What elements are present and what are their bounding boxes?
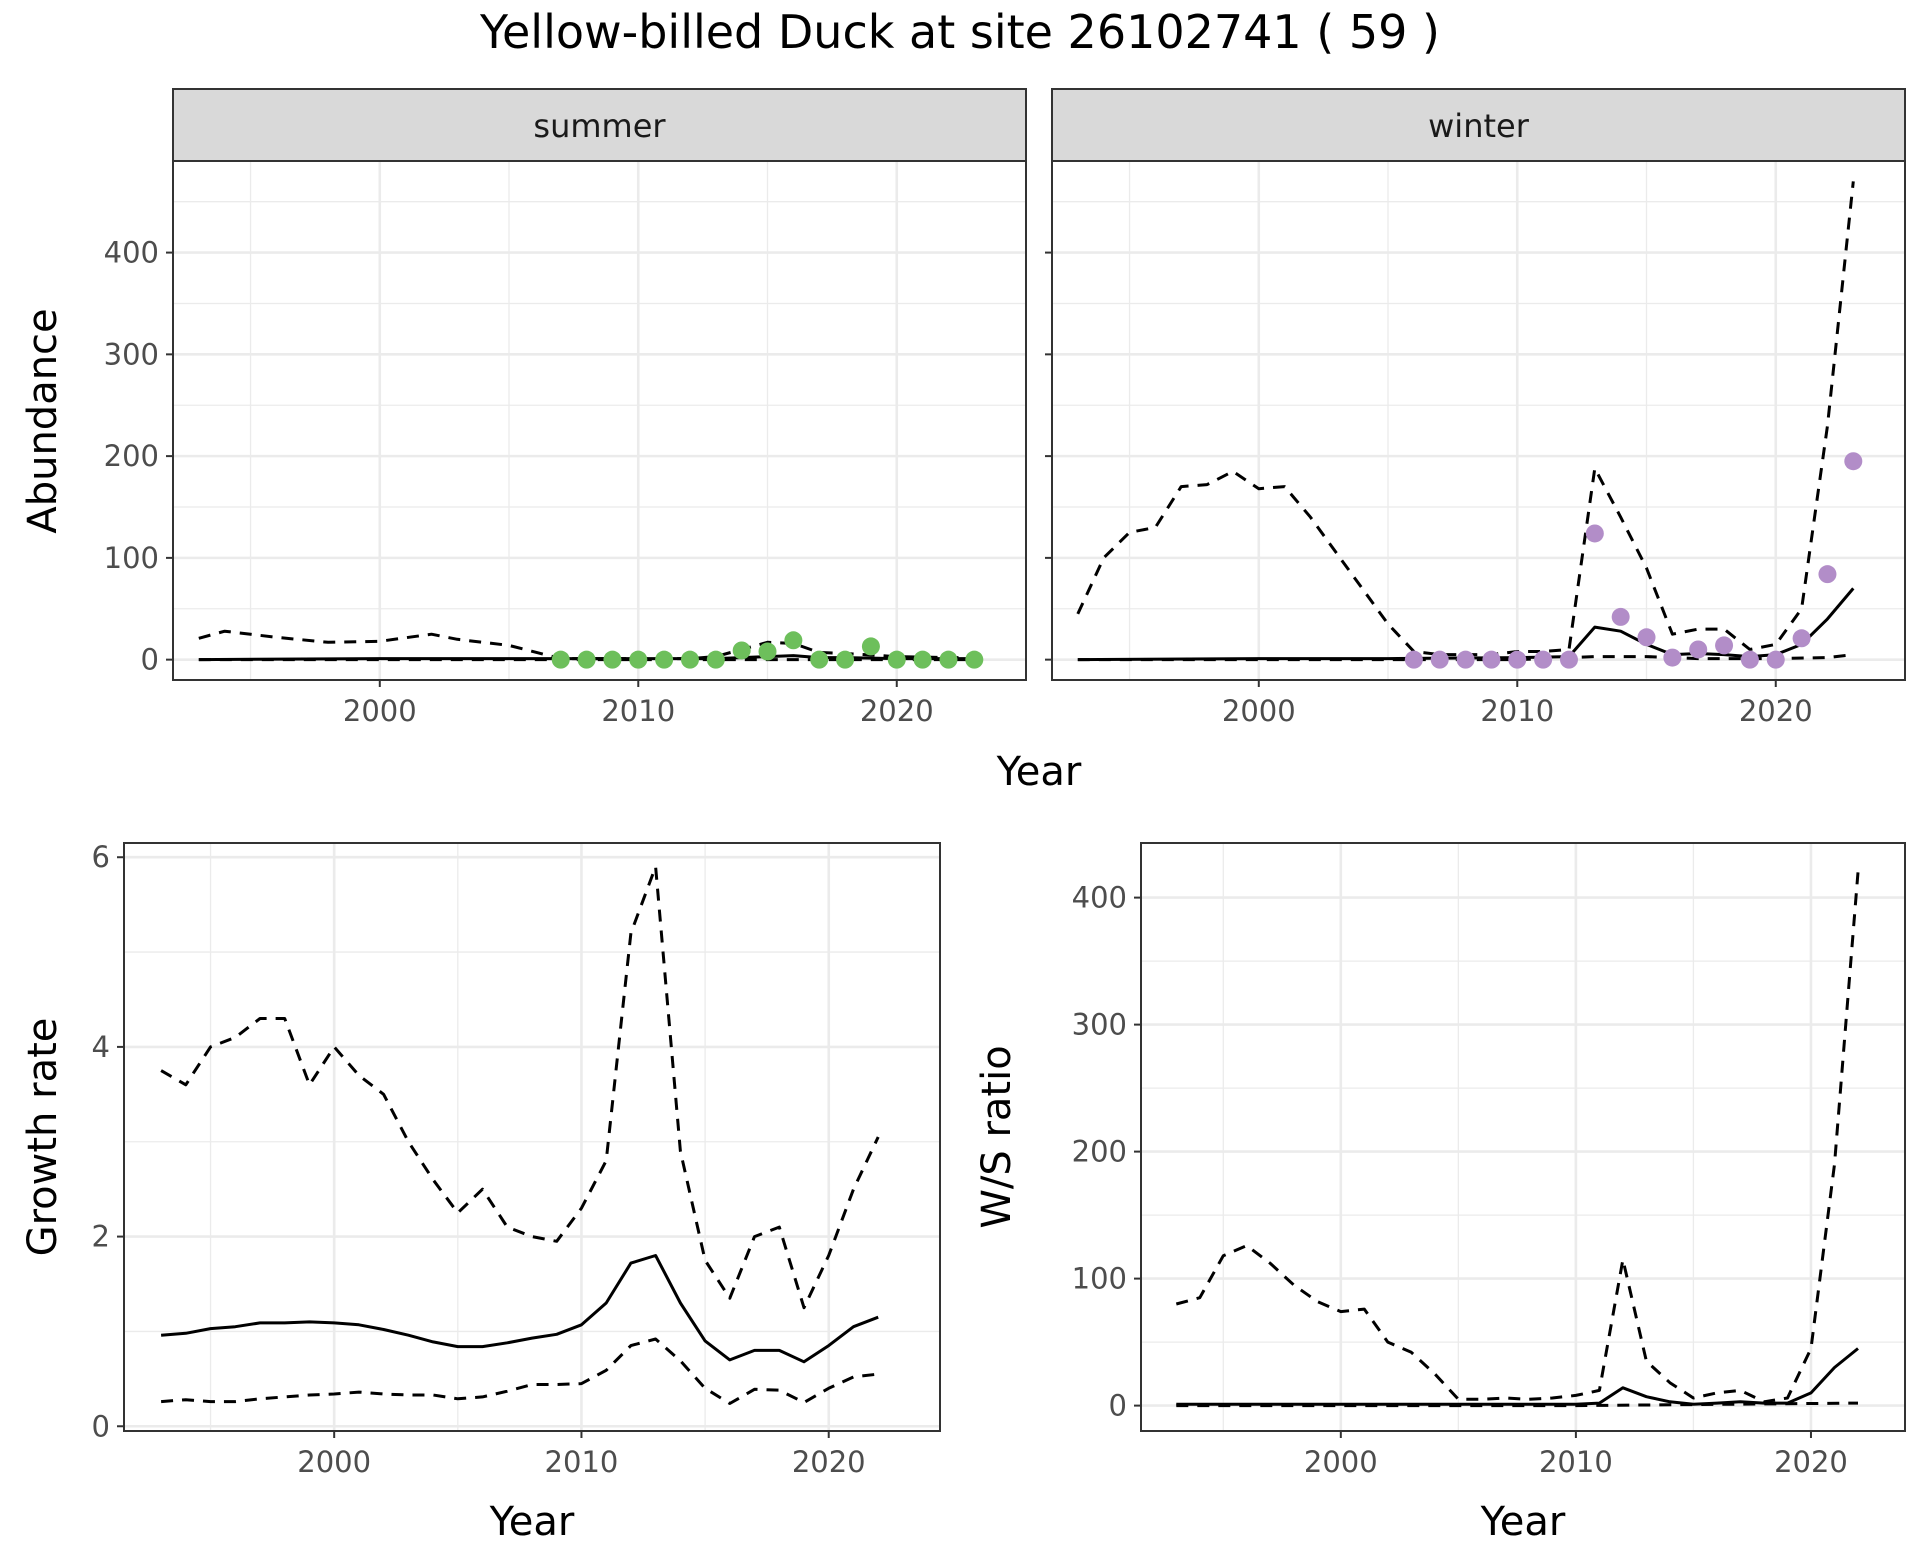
- ratio-panel-border: [1140, 842, 1906, 1432]
- x-tick-label: 2010: [545, 1445, 619, 1479]
- observed-point: [1740, 650, 1759, 669]
- y-tick-label: 6: [92, 840, 110, 874]
- x-tick-label: 2010: [1539, 1445, 1613, 1479]
- x-tick-label: 2020: [860, 694, 934, 728]
- observed-point: [1611, 607, 1630, 626]
- top-x-axis-title: Year: [996, 749, 1082, 795]
- y-tick-label: 0: [1109, 1389, 1127, 1423]
- abundance-y-label: Abundance: [20, 308, 66, 533]
- observed-point: [1637, 628, 1656, 647]
- observed-point: [1689, 640, 1708, 659]
- observed-point: [861, 637, 880, 656]
- observed-point: [1844, 452, 1863, 471]
- observed-point: [758, 642, 777, 661]
- y-tick-label: 300: [1072, 1008, 1127, 1042]
- ratio-panel: 2000 2010 2020 0 100 200 300 400 Year W/S ratio: [974, 842, 1906, 1545]
- observed-point: [551, 650, 570, 669]
- lower-ci-line: [160, 1337, 879, 1405]
- observed-point: [1430, 650, 1449, 669]
- x-tick-label: 2000: [1304, 1445, 1378, 1479]
- y-tick-label: 0: [92, 1409, 110, 1443]
- observed-point: [1792, 629, 1811, 648]
- growth-panel: 2000 2010 2020 0 2 4 6 Year Growth rate: [20, 840, 941, 1545]
- estimate-line: [160, 1254, 879, 1364]
- summer-strip-label: summer: [533, 107, 666, 145]
- upper-ci-line: [160, 865, 880, 1310]
- y-tick-label: 200: [104, 439, 159, 473]
- x-tick-label: 2000: [1222, 694, 1296, 728]
- observed-point: [1818, 565, 1837, 584]
- y-tick-label: 2: [92, 1220, 110, 1254]
- observed-point: [1766, 650, 1785, 669]
- observed-point: [836, 650, 855, 669]
- x-tick-label: 2020: [792, 1445, 866, 1479]
- y-tick-label: 400: [1072, 881, 1127, 915]
- observed-point: [1456, 650, 1475, 669]
- observed-point: [1715, 636, 1734, 655]
- summer-panel: summer 2000 2010 2020 0 100 200 300 400 Abundan…: [20, 88, 1027, 728]
- x-tick-label: 2000: [297, 1445, 371, 1479]
- observed-point: [965, 650, 984, 669]
- summer-panel-border: [172, 160, 1027, 681]
- observed-point: [1585, 524, 1604, 543]
- growth-y-label: Growth rate: [20, 1018, 66, 1257]
- observed-point: [577, 650, 596, 669]
- y-tick-label: 300: [104, 337, 159, 371]
- observed-point: [1559, 650, 1578, 669]
- y-tick-label: 100: [104, 541, 159, 575]
- observed-point: [1663, 648, 1682, 667]
- observed-point: [603, 650, 622, 669]
- observed-point: [1404, 650, 1423, 669]
- y-tick-label: 0: [141, 643, 159, 677]
- lower-ci-line: [1176, 1401, 1859, 1408]
- observed-point: [784, 631, 803, 650]
- observed-point: [1482, 650, 1501, 669]
- observed-point: [913, 650, 932, 669]
- growth-x-label: Year: [489, 1499, 575, 1545]
- x-tick-label: 2010: [1480, 694, 1554, 728]
- observed-point: [732, 641, 751, 660]
- x-tick-label: 2010: [601, 694, 675, 728]
- y-tick-label: 200: [1072, 1135, 1127, 1169]
- y-tick-label: 100: [1072, 1262, 1127, 1296]
- observed-point: [887, 650, 906, 669]
- y-tick-label: 4: [92, 1030, 110, 1064]
- winter-panel: winter 2000 2010 2020: [1045, 88, 1906, 728]
- upper-ci-line: [1175, 872, 1860, 1404]
- observed-point: [810, 650, 829, 669]
- estimate-line: [1077, 587, 1855, 662]
- chart-title: Yellow-billed Duck at site 26102741 ( 59…: [479, 5, 1440, 59]
- summer-strip: [172, 88, 1027, 162]
- winter-strip: [1051, 88, 1906, 162]
- x-tick-label: 2020: [1739, 694, 1813, 728]
- observed-point: [680, 650, 699, 669]
- winter-strip-label: winter: [1428, 107, 1530, 145]
- winter-panel-border: [1051, 160, 1906, 681]
- observed-point: [706, 650, 725, 669]
- growth-panel-border: [123, 842, 941, 1432]
- ratio-y-label: W/S ratio: [974, 1045, 1020, 1228]
- observed-point: [1534, 650, 1553, 669]
- observed-point: [1508, 650, 1527, 669]
- ratio-x-label: Year: [1480, 1499, 1566, 1545]
- observed-point: [629, 650, 648, 669]
- observed-point: [655, 650, 674, 669]
- x-tick-label: 2000: [343, 694, 417, 728]
- observed-point: [939, 650, 958, 669]
- y-tick-label: 400: [104, 236, 159, 270]
- x-tick-label: 2020: [1774, 1445, 1848, 1479]
